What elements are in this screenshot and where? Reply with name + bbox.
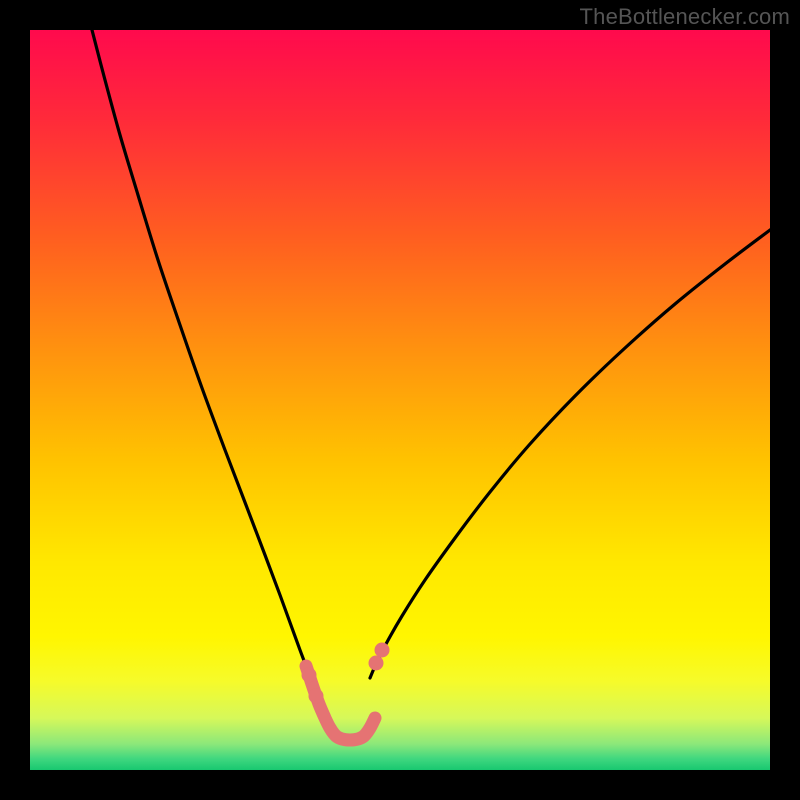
watermark-text: TheBottlenecker.com bbox=[580, 4, 790, 30]
marker-dot bbox=[302, 668, 317, 683]
marker-dot bbox=[369, 656, 384, 671]
marker-dot bbox=[375, 643, 390, 658]
chart-container: { "meta": { "watermark_text": "TheBottle… bbox=[0, 0, 800, 800]
plot-svg bbox=[30, 30, 770, 770]
gradient-background bbox=[30, 30, 770, 770]
marker-dot bbox=[309, 689, 324, 704]
plot-area bbox=[30, 30, 770, 770]
